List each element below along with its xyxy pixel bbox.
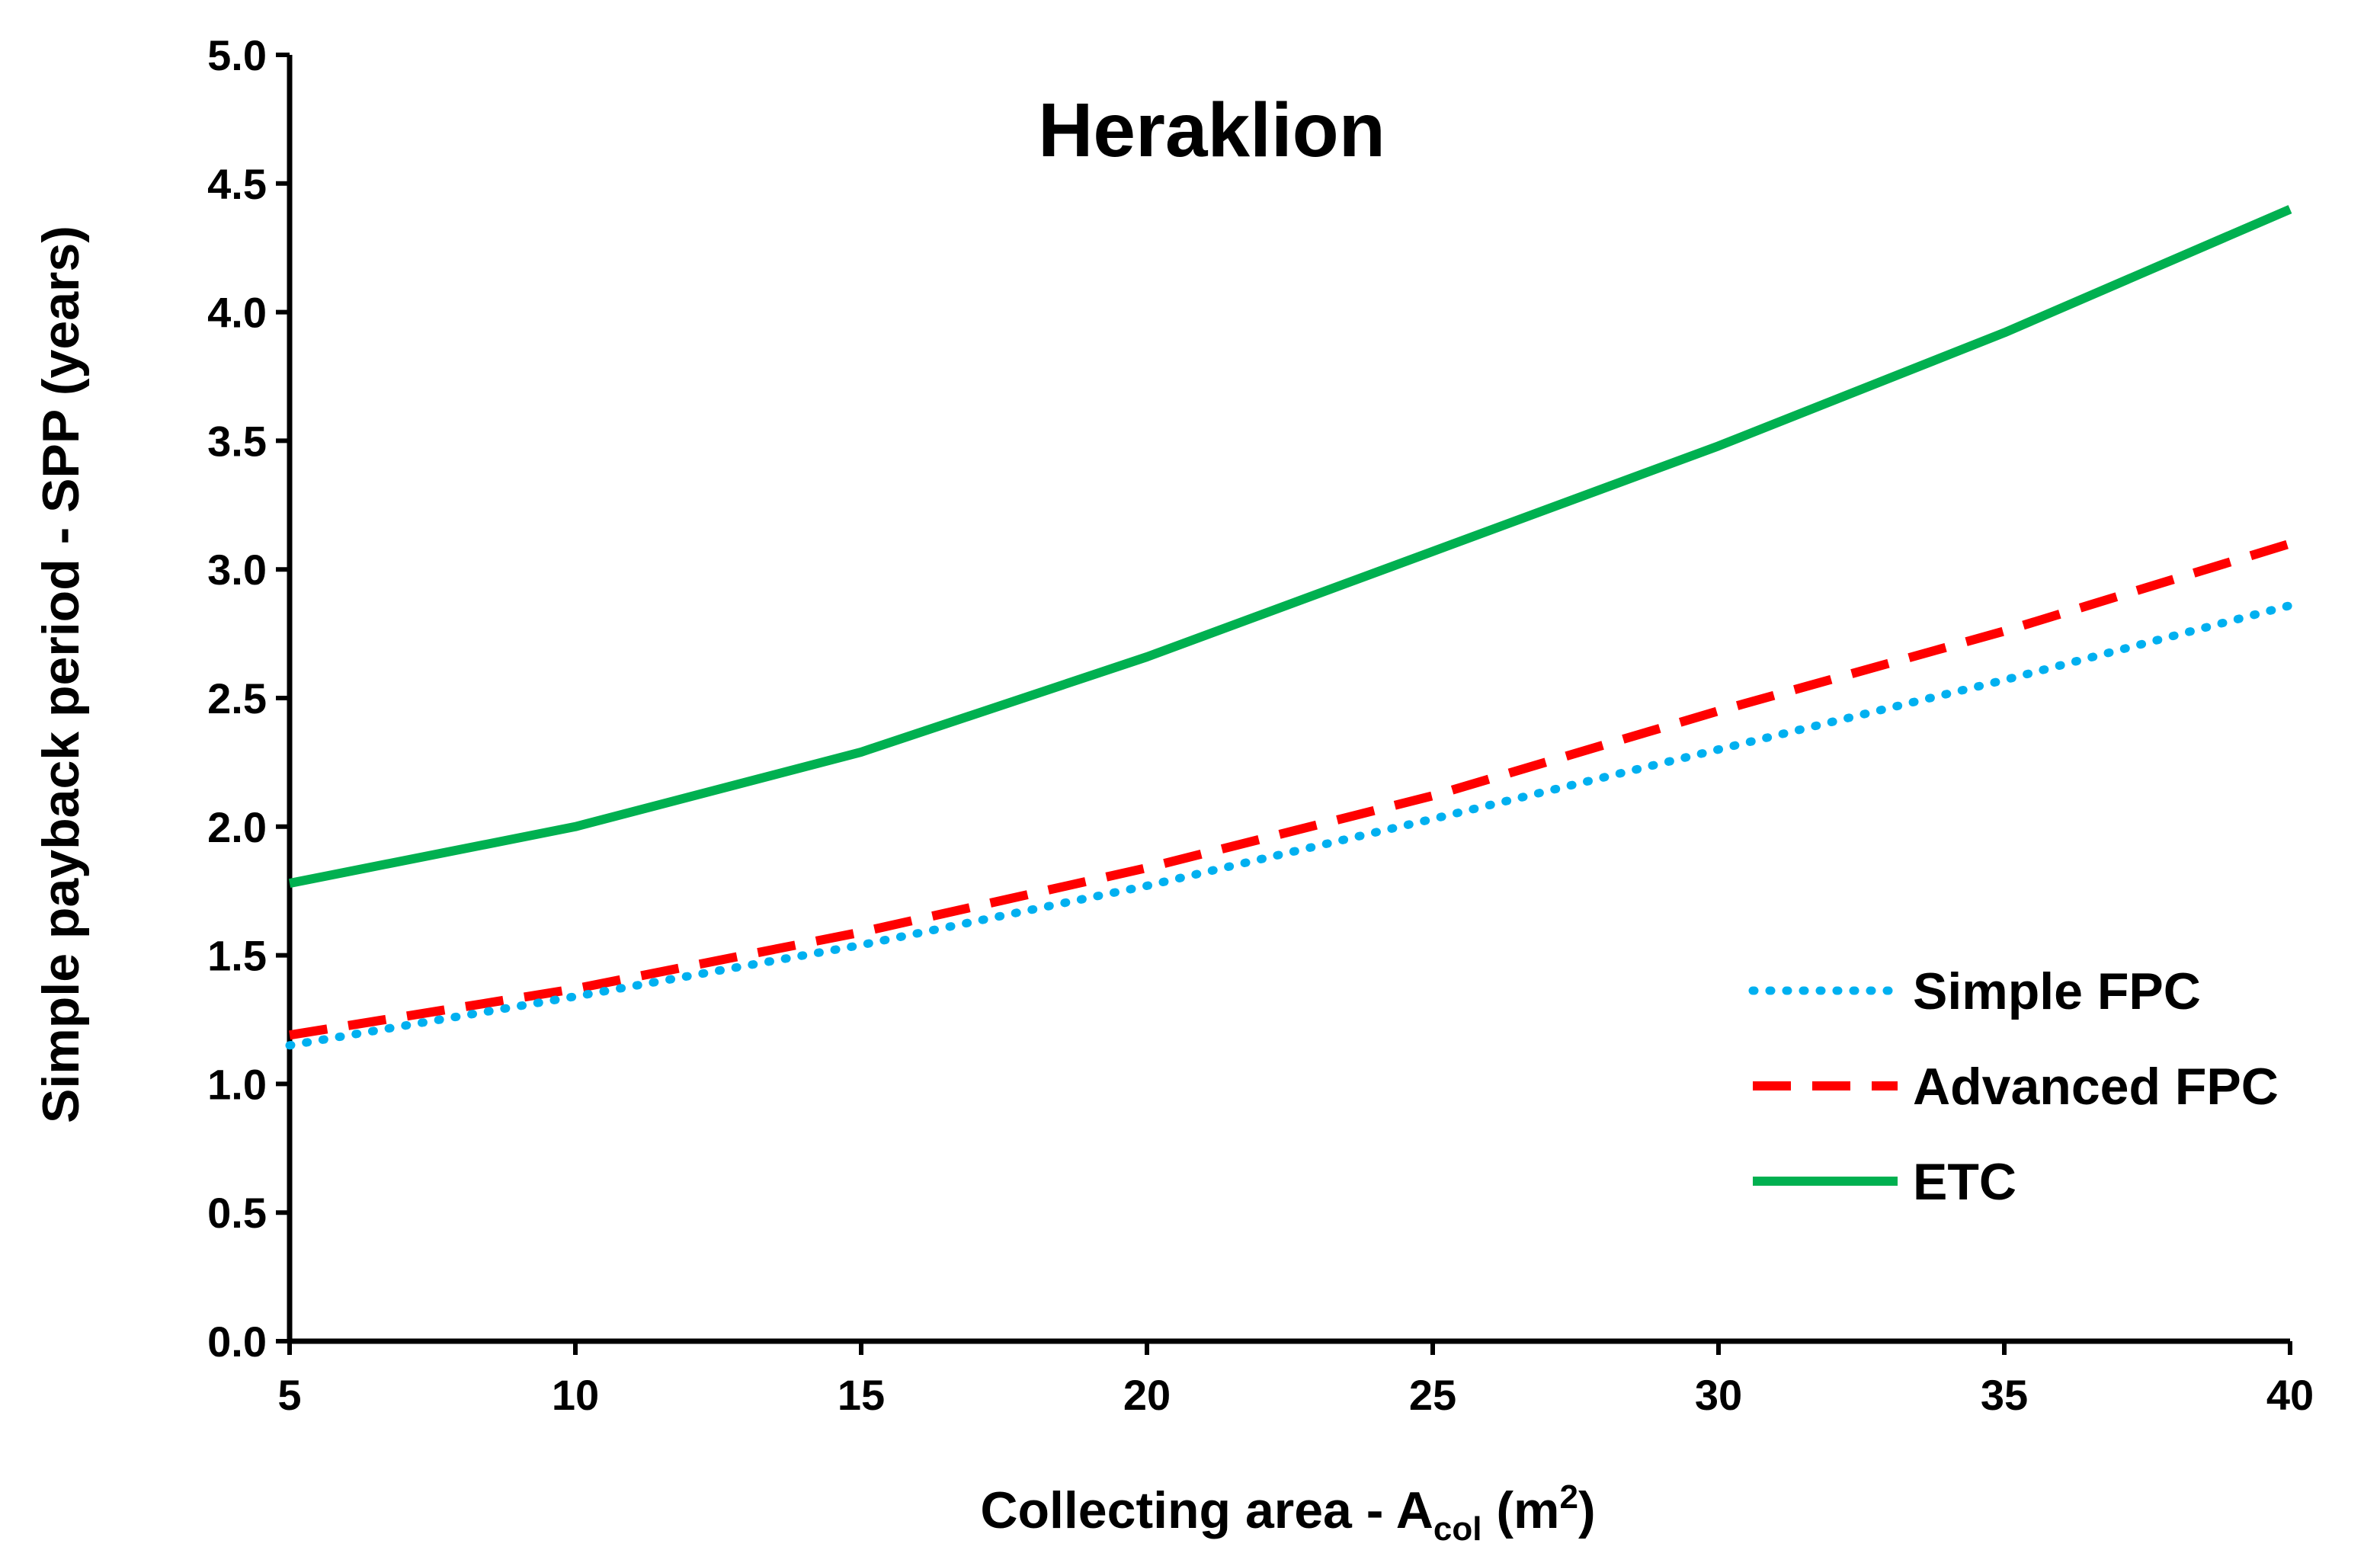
y-tick-label: 3.0 bbox=[207, 546, 267, 594]
y-tick-label: 3.5 bbox=[207, 417, 267, 465]
chart-title: Heraklion bbox=[1038, 88, 1385, 173]
y-tick-label: 1.0 bbox=[207, 1060, 267, 1108]
y-tick-label: 1.5 bbox=[207, 932, 267, 980]
legend-label: Advanced FPC bbox=[1913, 1058, 2279, 1116]
series-line-simple-fpc bbox=[285, 601, 2295, 1050]
y-ticks: 0.0 0.5 1.0 1.5 2.0 2.5 3.0 3.5 4.0 4.5 5.0 bbox=[207, 31, 290, 1366]
y-tick-label: 0.0 bbox=[207, 1318, 267, 1366]
x-tick-label: 30 bbox=[1695, 1371, 1742, 1419]
x-axis-title: Collecting area - Acol (m2) bbox=[980, 1478, 1595, 1548]
x-tick-label: 35 bbox=[1981, 1371, 2028, 1419]
x-axis-title-superscript: 2 bbox=[1559, 1478, 1578, 1516]
x-tick-label: 10 bbox=[552, 1371, 599, 1419]
y-tick-label: 4.5 bbox=[207, 160, 267, 208]
x-tick-label: 5 bbox=[277, 1371, 301, 1419]
legend-label: Simple FPC bbox=[1913, 962, 2201, 1020]
x-tick-label: 15 bbox=[838, 1371, 885, 1419]
y-axis-title: Simple payback period - SPP (years) bbox=[32, 226, 90, 1123]
x-tick-label: 40 bbox=[2266, 1371, 2314, 1419]
x-axis-title-unit-close: ) bbox=[1578, 1481, 1596, 1539]
y-tick-label: 2.5 bbox=[207, 674, 267, 722]
y-tick-label: 4.0 bbox=[207, 289, 267, 337]
x-ticks: 5 10 15 20 25 30 35 40 bbox=[277, 1341, 2314, 1419]
y-tick-label: 2.0 bbox=[207, 803, 267, 851]
legend: Simple FPC Advanced FPC ETC bbox=[1748, 962, 2279, 1211]
x-tick-label: 20 bbox=[1123, 1371, 1171, 1419]
x-axis-title-unit: (m bbox=[1481, 1481, 1559, 1539]
x-axis-title-text: Collecting area - A bbox=[980, 1481, 1433, 1539]
series-layer bbox=[285, 205, 2295, 1050]
legend-label: ETC bbox=[1913, 1153, 2016, 1211]
y-tick-label: 5.0 bbox=[207, 31, 267, 79]
x-tick-label: 25 bbox=[1409, 1371, 1456, 1419]
y-tick-label: 0.5 bbox=[207, 1189, 267, 1237]
series-line-advanced-fpc bbox=[289, 539, 2292, 1040]
axes: 0.0 0.5 1.0 1.5 2.0 2.5 3.0 3.5 4.0 4.5 5.0 5 10 15 2… bbox=[207, 31, 2314, 1419]
series-line-etc bbox=[288, 205, 2292, 888]
x-axis-title-subscript: col bbox=[1433, 1510, 1482, 1548]
